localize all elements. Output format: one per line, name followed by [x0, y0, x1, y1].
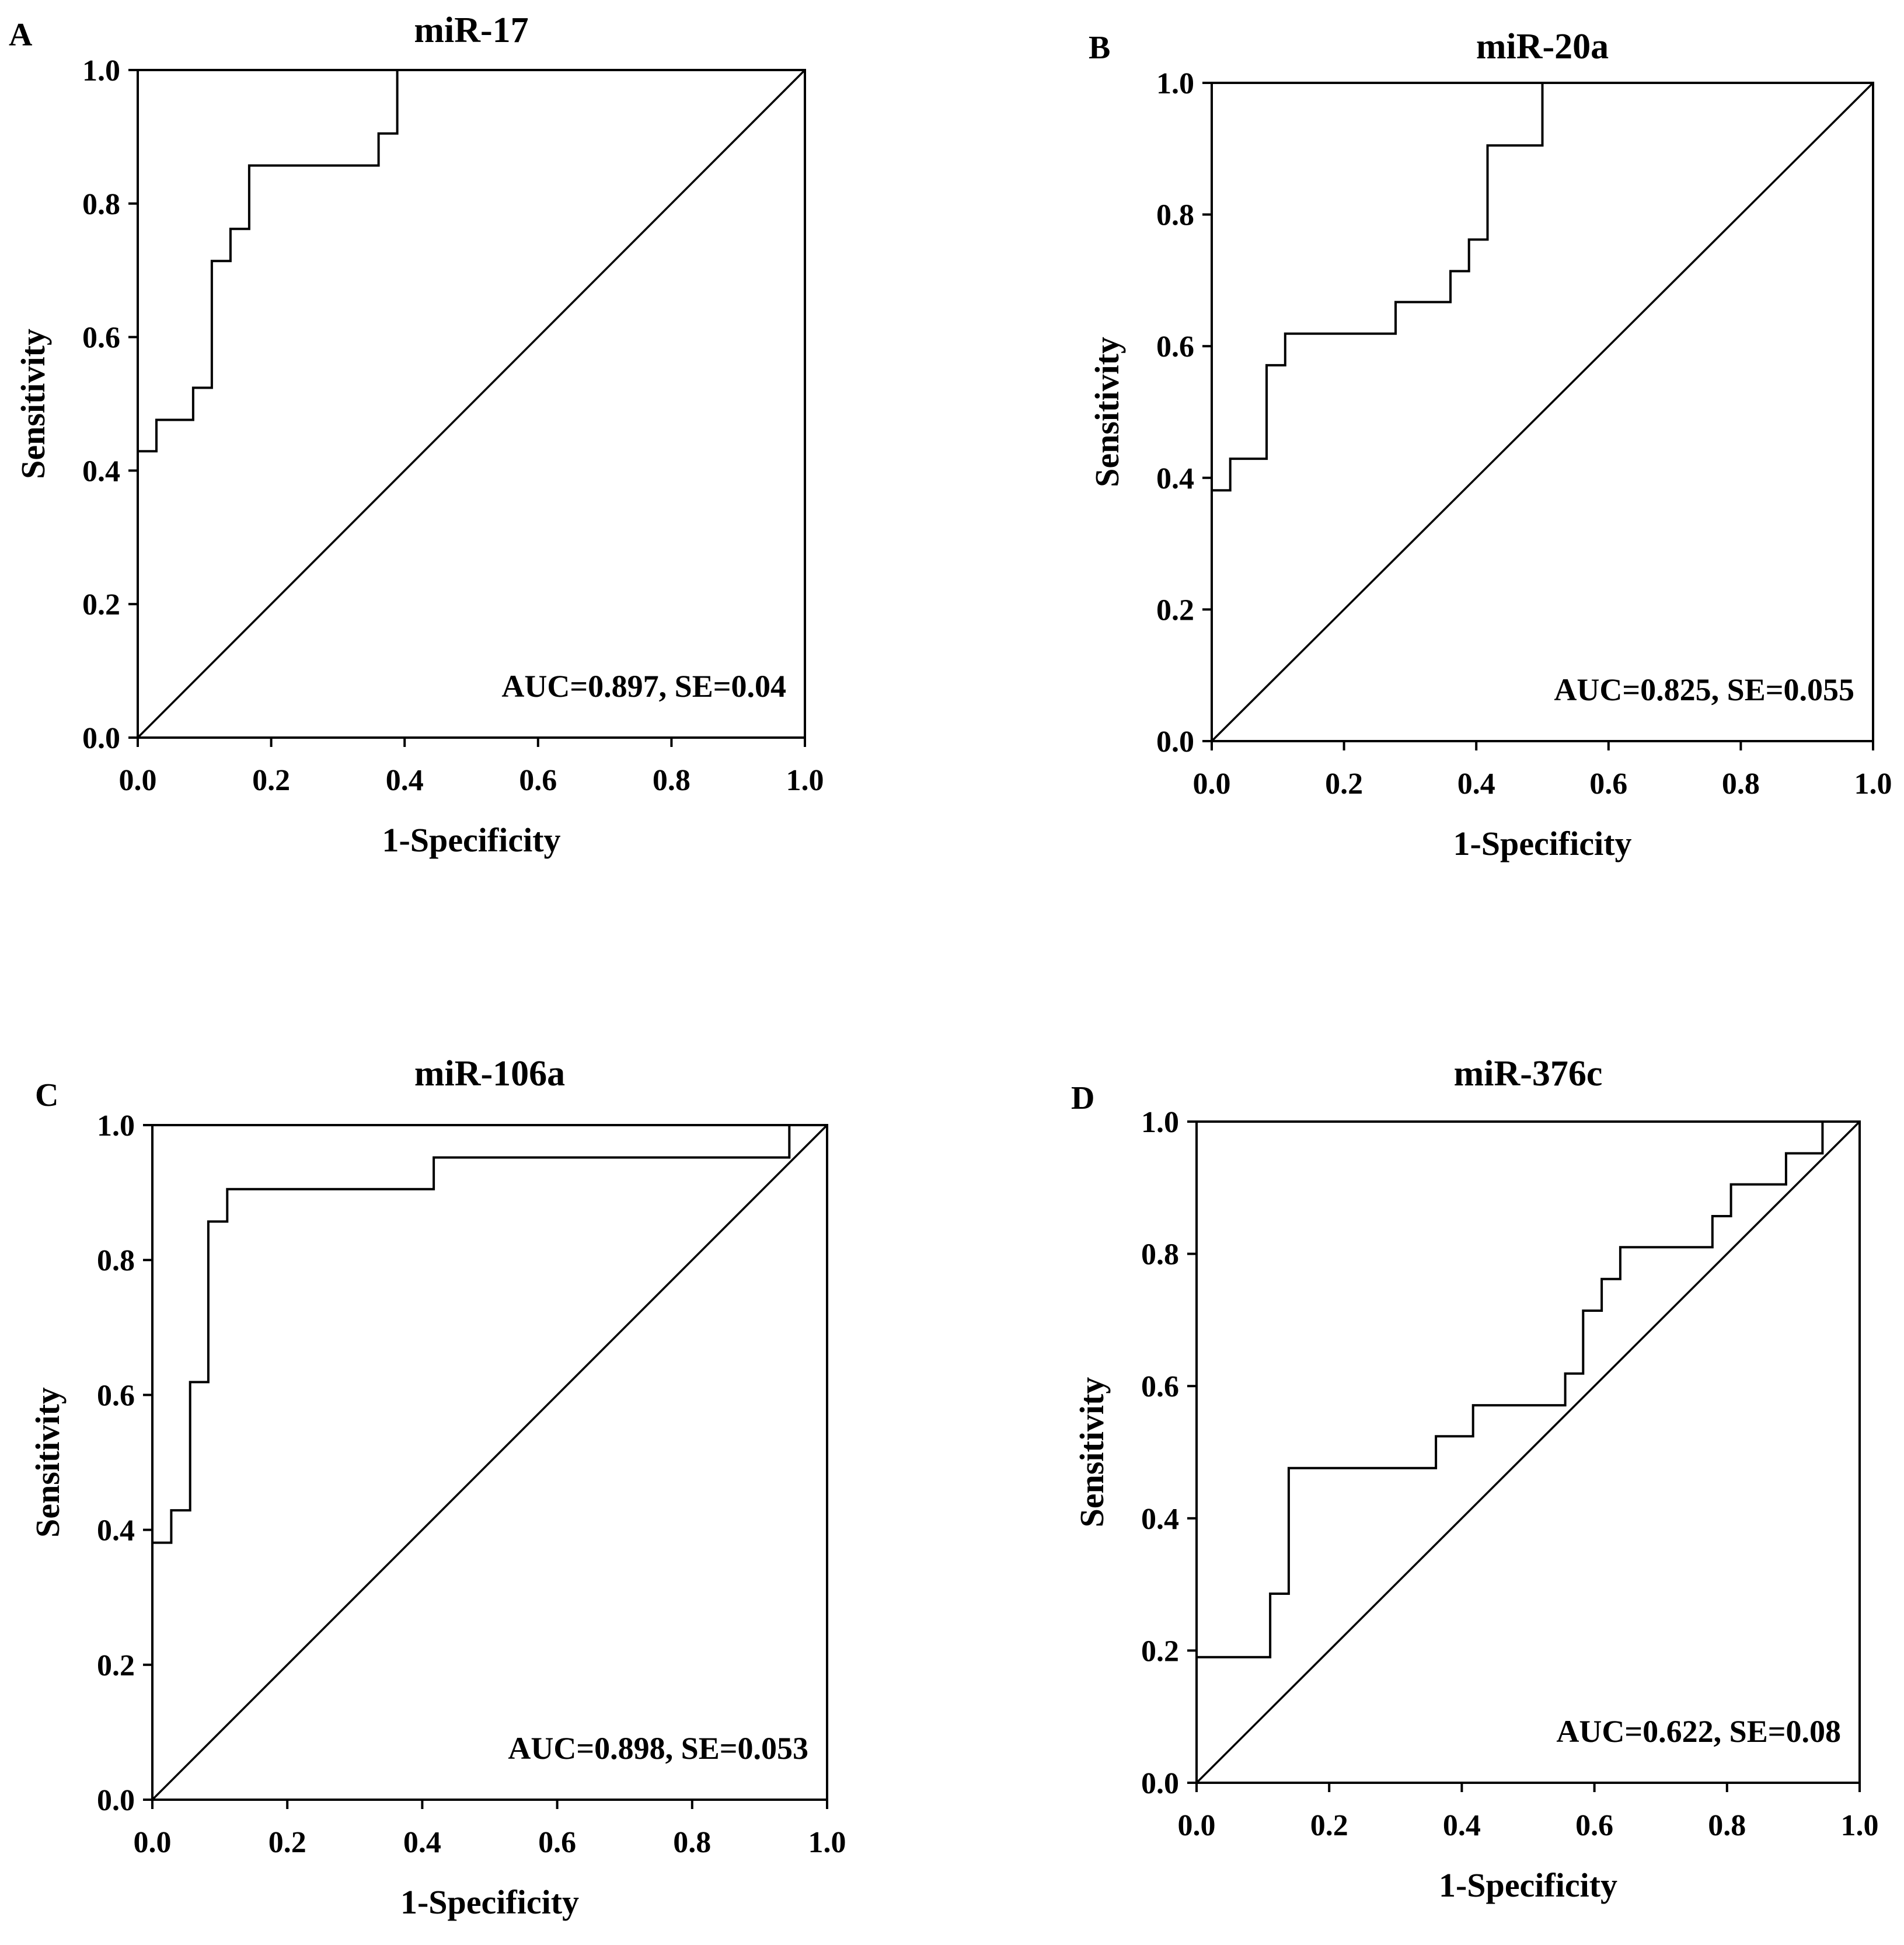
- y-axis-label: Sensitivity: [1073, 1377, 1111, 1528]
- x-tick-label: 0.4: [1457, 767, 1495, 801]
- x-axis-label: 1-Specificity: [382, 821, 560, 859]
- plot-frame: [1195, 1120, 1861, 1784]
- x-tick-label: 0.2: [252, 764, 290, 797]
- y-tick-label: 0.4: [1156, 462, 1194, 495]
- roc-curve-line: [1211, 82, 1873, 741]
- y-tick-label: 1.0: [1141, 1106, 1179, 1139]
- plot-frame: [151, 1124, 828, 1801]
- panel-letter: B: [1089, 30, 1110, 66]
- y-tick-label: 0.4: [1141, 1503, 1179, 1536]
- x-tick-label: 0.2: [1310, 1809, 1348, 1842]
- y-tick-label: 1.0: [82, 54, 120, 88]
- reference-diagonal-line: [137, 69, 806, 739]
- chart-title: miR-376c: [1454, 1054, 1603, 1094]
- x-tick-label: 0.8: [673, 1826, 711, 1859]
- x-tick-label: 0.8: [1722, 767, 1760, 801]
- x-tick-label: 0.0: [1178, 1809, 1216, 1842]
- y-axis-label: Sensitivity: [14, 329, 52, 479]
- reference-diagonal-line: [1211, 82, 1874, 742]
- x-tick-label: 0.4: [1443, 1809, 1481, 1842]
- y-tick-label: 0.6: [82, 322, 120, 355]
- y-tick-label: 0.0: [97, 1784, 135, 1817]
- y-tick-label: 0.6: [1156, 330, 1194, 364]
- auc-annotation: AUC=0.897, SE=0.04: [501, 669, 786, 704]
- x-tick-label: 0.8: [653, 764, 691, 797]
- y-tick-label: 0.2: [1141, 1635, 1179, 1668]
- y-tick-label: 0.8: [97, 1244, 135, 1277]
- x-tick-label: 0.0: [1193, 767, 1231, 801]
- x-axis-label: 1-Specificity: [1439, 1866, 1617, 1904]
- x-tick-label: 1.0: [1854, 767, 1892, 801]
- y-tick-label: 1.0: [1156, 67, 1194, 100]
- x-tick-label: 0.6: [538, 1826, 576, 1859]
- x-tick-label: 0.0: [134, 1826, 172, 1859]
- x-tick-label: 0.6: [1589, 767, 1627, 801]
- y-tick-label: 0.0: [1156, 725, 1194, 759]
- roc-curve-line: [151, 1124, 827, 1800]
- y-axis-label: Sensitivity: [29, 1387, 67, 1538]
- y-tick-label: 0.8: [1141, 1238, 1179, 1272]
- y-tick-label: 0.6: [1141, 1370, 1179, 1403]
- y-tick-label: 0.4: [82, 455, 120, 488]
- x-tick-label: 1.0: [808, 1826, 846, 1859]
- roc-curve-line: [137, 69, 805, 738]
- panel-letter: C: [35, 1077, 58, 1113]
- y-tick-label: 0.8: [82, 188, 120, 221]
- x-tick-label: 1.0: [786, 764, 824, 797]
- x-tick-label: 0.4: [403, 1826, 441, 1859]
- y-tick-label: 0.8: [1156, 199, 1194, 232]
- x-tick-label: 0.0: [119, 764, 157, 797]
- x-tick-label: 1.0: [1841, 1809, 1879, 1842]
- roc-curve-line: [1195, 1120, 1860, 1783]
- y-tick-label: 0.6: [97, 1379, 135, 1412]
- x-axis-label: 1-Specificity: [1453, 825, 1631, 862]
- y-tick-label: 0.2: [97, 1649, 135, 1682]
- y-tick-label: 0.2: [1156, 593, 1194, 627]
- chart-title: miR-106a: [414, 1054, 565, 1094]
- reference-diagonal-line: [151, 1124, 828, 1801]
- panel-letter: D: [1071, 1080, 1094, 1116]
- y-tick-label: 1.0: [97, 1109, 135, 1143]
- x-tick-label: 0.2: [1325, 767, 1363, 801]
- x-tick-label: 0.4: [386, 764, 424, 797]
- x-tick-label: 0.6: [1575, 1809, 1613, 1842]
- auc-annotation: AUC=0.825, SE=0.055: [1554, 672, 1854, 707]
- x-tick-label: 0.8: [1708, 1809, 1746, 1842]
- x-tick-label: 0.2: [268, 1826, 306, 1859]
- y-tick-label: 0.0: [82, 722, 120, 755]
- y-tick-label: 0.4: [97, 1514, 135, 1548]
- auc-annotation: AUC=0.622, SE=0.08: [1556, 1714, 1841, 1749]
- x-tick-label: 0.6: [519, 764, 557, 797]
- chart-title: miR-20a: [1476, 27, 1609, 67]
- panel-letter: A: [9, 17, 33, 53]
- y-axis-label: Sensitivity: [1088, 337, 1126, 487]
- y-tick-label: 0.2: [82, 588, 120, 621]
- auc-annotation: AUC=0.898, SE=0.053: [508, 1731, 808, 1766]
- chart-title: miR-17: [414, 11, 528, 50]
- x-axis-label: 1-Specificity: [400, 1883, 579, 1921]
- y-tick-label: 0.0: [1141, 1767, 1179, 1800]
- reference-diagonal-line: [1195, 1120, 1861, 1784]
